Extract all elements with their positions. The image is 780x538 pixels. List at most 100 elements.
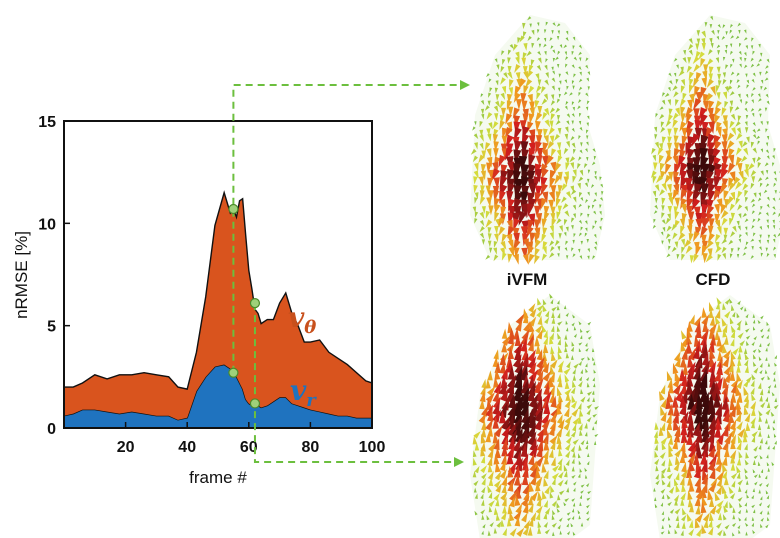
flow-vector-icon [730, 434, 737, 445]
flow-vector-icon [675, 107, 680, 117]
flow-vector-icon [474, 121, 477, 126]
flow-vector-icon [586, 408, 591, 416]
flow-vector-icon [674, 356, 681, 368]
flow-vector-icon [480, 493, 484, 500]
flow-vector-icon [528, 369, 539, 382]
flow-vector-icon [688, 71, 694, 81]
flow-vector-icon [536, 430, 544, 444]
flow-vector-icon [599, 210, 602, 216]
flow-vector-icon [562, 203, 569, 210]
flow-vector-icon [571, 224, 574, 230]
flow-vector-icon [728, 182, 736, 192]
flow-vector-icon [666, 370, 673, 382]
flow-vector-icon [488, 442, 497, 453]
flow-vector-icon [515, 313, 525, 326]
flow-vector-icon [706, 407, 715, 424]
flow-vector-icon [681, 203, 687, 214]
flow-vector-icon [535, 505, 543, 515]
flow-vector-icon [557, 378, 563, 388]
flow-vector-icon [766, 461, 770, 467]
flow-vector-icon [564, 399, 572, 409]
flow-vector-icon [480, 170, 486, 181]
flow-vector-icon [759, 496, 763, 501]
flow-vector-icon [701, 121, 709, 136]
flow-vector-icon [557, 345, 562, 354]
flow-vector-icon [743, 379, 750, 388]
flow-vector-icon [586, 397, 590, 402]
flow-vector-icon [474, 197, 478, 204]
flow-vector-icon [534, 335, 540, 347]
flow-vector-icon [764, 369, 768, 374]
flow-vector-icon [758, 43, 761, 49]
flow-vector-icon [736, 254, 740, 259]
flow-vector-icon [652, 190, 657, 198]
flow-vector-icon [526, 70, 534, 79]
flow-vector-icon [531, 29, 535, 36]
flow-vector-icon [472, 470, 477, 478]
flow-vector-icon [493, 254, 499, 262]
flow-vector-icon [694, 338, 702, 352]
flow-vector-icon [550, 299, 554, 305]
flow-vector-icon [773, 362, 777, 367]
flow-vector-icon [584, 232, 588, 237]
flow-vector-icon [727, 162, 736, 175]
flow-vector-icon [585, 363, 588, 368]
flow-vector-icon [729, 79, 733, 85]
flow-vector-icon [666, 494, 671, 500]
flow-vector-icon [507, 332, 514, 345]
flow-vector-icon [752, 488, 756, 493]
flow-vector-icon [480, 100, 485, 106]
flow-vector-icon [686, 224, 693, 236]
flow-vector-icon [587, 321, 592, 326]
flow-vector-icon [508, 246, 515, 258]
flow-vector-icon [752, 128, 757, 134]
flow-vector-icon [736, 421, 743, 431]
flow-vector-icon [543, 469, 549, 480]
flow-vector-icon [585, 199, 589, 204]
flow-vector-icon [732, 514, 736, 520]
flow-vector-icon [586, 483, 590, 488]
flow-vector-icon [730, 438, 736, 450]
flow-vector-icon [480, 455, 486, 464]
flow-vector-icon [701, 352, 709, 367]
flow-vector-icon [735, 385, 742, 397]
flow-vector-icon [506, 374, 517, 390]
flow-vector-icon [695, 325, 702, 339]
flow-vector-icon [573, 233, 576, 238]
flow-vector-icon [474, 493, 478, 499]
flow-vector-icon [750, 170, 757, 177]
flow-vector-icon [688, 528, 695, 537]
flow-vector-icon [764, 418, 768, 424]
flow-vector-icon [485, 185, 491, 196]
flow-vector-icon [555, 56, 559, 61]
flow-vector-icon [732, 225, 737, 233]
flow-vector-icon [765, 356, 768, 362]
flow-vector-icon [486, 409, 494, 422]
flow-vector-icon [744, 489, 748, 494]
flow-vector-icon [758, 348, 762, 353]
flow-vector-icon [719, 167, 729, 181]
flow-vector-icon [473, 184, 478, 194]
flow-vector-icon [692, 422, 700, 437]
flow-vector-icon [556, 300, 560, 305]
flow-vector-icon [707, 445, 716, 459]
flow-vector-icon [681, 514, 687, 522]
flow-vector-icon [729, 298, 733, 304]
flow-vector-icon [527, 380, 536, 397]
flow-vector-icon [507, 504, 513, 515]
flow-vector-icon [713, 392, 722, 408]
flow-vector-icon [566, 512, 571, 516]
flow-vector-icon [564, 79, 568, 84]
flow-vector-icon [752, 147, 758, 154]
flow-vector-icon [537, 304, 544, 312]
flow-vector-icon [737, 93, 741, 99]
flow-vector-icon [585, 227, 588, 232]
flow-vector-icon [514, 494, 521, 507]
flow-vector-icon [563, 232, 567, 237]
flow-vector-icon [737, 427, 746, 438]
flow-vector-icon [692, 231, 700, 242]
flow-vector-icon [772, 225, 776, 230]
flow-vector-icon [760, 328, 764, 333]
flow-vector-icon [689, 78, 694, 87]
flow-vector-icon [745, 313, 749, 319]
